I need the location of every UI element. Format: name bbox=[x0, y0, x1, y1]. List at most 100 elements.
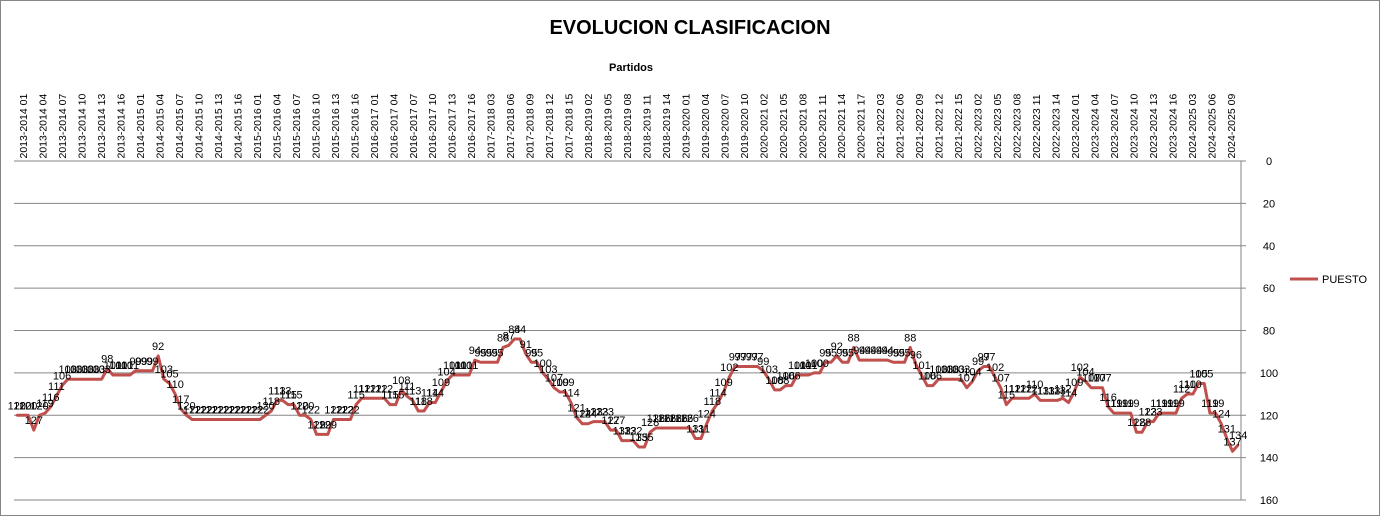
data-point bbox=[156, 354, 160, 358]
data-point bbox=[1118, 411, 1121, 415]
data-point bbox=[1056, 399, 1059, 402]
data-label: 102 bbox=[1071, 362, 1089, 374]
y-tick-label: 140 bbox=[1260, 453, 1278, 465]
data-label: 100 bbox=[811, 358, 829, 370]
data-label: 122 bbox=[341, 404, 359, 416]
data-point bbox=[541, 371, 544, 375]
data-label: 122 bbox=[251, 404, 269, 416]
data-label: 112 bbox=[364, 383, 382, 395]
x-tick-label: 2014-2015 16 bbox=[232, 94, 244, 159]
data-label: 126 bbox=[658, 413, 676, 425]
x-tick-label: 2022-2023 05 bbox=[992, 94, 1004, 159]
data-label: 97 bbox=[746, 352, 758, 364]
x-tick-label: 2021-2022 09 bbox=[914, 94, 926, 159]
x-tick-label: 2015-2016 16 bbox=[349, 94, 361, 159]
data-label: 105 bbox=[160, 368, 178, 380]
x-tick-label: 2016-2017 01 bbox=[369, 94, 381, 159]
x-tick-label: 2022-2023 14 bbox=[1050, 94, 1062, 159]
data-point bbox=[304, 414, 307, 417]
data-label: 112 bbox=[1009, 383, 1027, 395]
data-point bbox=[26, 414, 30, 417]
data-label: 114 bbox=[1060, 388, 1078, 400]
data-label: 120 bbox=[290, 400, 308, 412]
data-label: 103 bbox=[64, 364, 82, 376]
data-label: 106 bbox=[782, 371, 800, 383]
x-tick-label: 2018-2019 11 bbox=[641, 94, 653, 158]
data-point bbox=[287, 403, 290, 406]
data-point bbox=[1022, 397, 1025, 400]
data-point bbox=[711, 409, 714, 413]
data-label: 122 bbox=[239, 404, 257, 416]
data-point bbox=[1050, 399, 1053, 402]
x-tick-label: 2021-2022 12 bbox=[934, 94, 946, 159]
x-tick-label: 2013-2014 10 bbox=[77, 94, 89, 159]
data-point bbox=[795, 373, 799, 377]
data-point bbox=[750, 365, 754, 368]
data-label: 110 bbox=[1179, 379, 1197, 391]
data-point bbox=[173, 392, 177, 396]
data-point bbox=[569, 401, 573, 404]
data-point bbox=[790, 384, 793, 387]
data-label: 103 bbox=[92, 364, 110, 376]
data-point bbox=[213, 418, 216, 421]
data-label: 112 bbox=[1054, 383, 1072, 395]
x-tick-label: 2023-2024 16 bbox=[1167, 94, 1179, 159]
data-point bbox=[812, 371, 816, 375]
data-label: 135 bbox=[635, 432, 653, 444]
x-tick-label: 2021-2022 15 bbox=[953, 94, 965, 159]
data-label: 109 bbox=[556, 377, 574, 389]
data-point bbox=[473, 358, 477, 362]
data-point bbox=[818, 371, 821, 375]
data-point bbox=[620, 439, 624, 442]
data-label: 96 bbox=[910, 349, 922, 361]
data-point bbox=[1039, 399, 1042, 402]
data-point bbox=[959, 378, 963, 381]
data-point bbox=[1010, 397, 1014, 400]
data-point bbox=[32, 428, 35, 432]
gridlines bbox=[14, 160, 1246, 501]
data-point bbox=[202, 418, 205, 421]
data-label: 129 bbox=[319, 419, 337, 431]
data-point bbox=[1208, 411, 1212, 415]
x-tick-label: 2020-2021 08 bbox=[797, 94, 809, 159]
data-label: 95 bbox=[491, 347, 503, 359]
data-label: 119 bbox=[1122, 398, 1140, 410]
data-point bbox=[179, 407, 183, 411]
data-label: 88 bbox=[848, 332, 860, 344]
data-label: 99 bbox=[135, 356, 147, 368]
data-label: 122 bbox=[324, 404, 342, 416]
data-label: 114 bbox=[709, 388, 727, 400]
data-label: 119 bbox=[36, 398, 54, 410]
data-point bbox=[1106, 405, 1110, 408]
data-point bbox=[185, 414, 188, 417]
data-point bbox=[665, 426, 669, 430]
data-label: 94 bbox=[881, 345, 893, 357]
data-point bbox=[507, 344, 510, 347]
data-label: 112 bbox=[376, 383, 394, 395]
data-point bbox=[1225, 437, 1229, 440]
data-label: 120 bbox=[30, 400, 48, 412]
data-label: 101 bbox=[121, 360, 139, 372]
data-point bbox=[428, 401, 431, 404]
data-point bbox=[909, 346, 912, 349]
x-tick-label: 2013-2014 01 bbox=[18, 94, 30, 159]
data-label: 107 bbox=[958, 373, 976, 385]
data-label: 99 bbox=[129, 356, 141, 368]
data-point bbox=[145, 369, 149, 372]
data-label: 126 bbox=[675, 413, 693, 425]
data-label: 119 bbox=[1162, 398, 1180, 410]
data-point bbox=[558, 390, 561, 394]
data-label: 92 bbox=[152, 341, 164, 353]
data-point bbox=[326, 433, 330, 436]
data-label: 101 bbox=[449, 360, 467, 372]
data-point bbox=[1236, 443, 1240, 447]
data-point bbox=[405, 394, 409, 398]
data-point bbox=[581, 422, 584, 425]
data-label: 113 bbox=[268, 385, 286, 397]
data-point bbox=[360, 397, 363, 400]
data-point bbox=[677, 426, 680, 430]
data-point bbox=[1169, 411, 1172, 415]
data-point bbox=[320, 433, 324, 436]
data-label: 104 bbox=[437, 366, 455, 378]
data-point bbox=[1186, 392, 1189, 396]
